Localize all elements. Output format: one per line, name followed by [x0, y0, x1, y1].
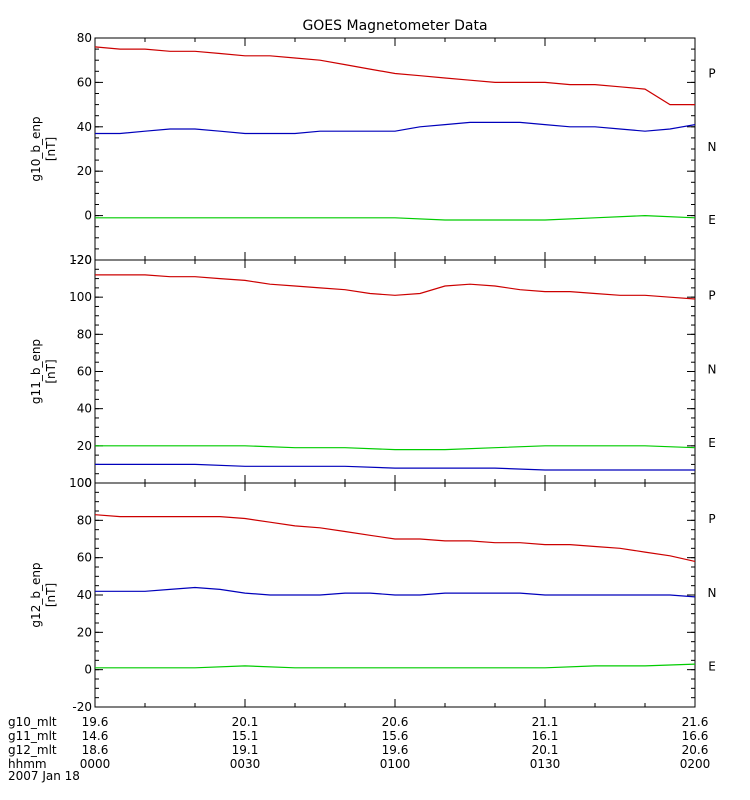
x-tick-label: 18.6	[82, 743, 109, 757]
series-line-e	[95, 463, 695, 471]
x-tick-label: 19.6	[82, 715, 109, 729]
panel-1: 80 60 40 20 0 -20 g10_b_enp [nT] P N E	[29, 31, 716, 267]
x-axis-rows: g10_mlt 19.6 20.1 20.6 21.1 21.6 g11_mlt 14.6 15…	[8, 715, 710, 771]
series-line-e	[95, 121, 696, 135]
x-tick-label: 20.1	[532, 743, 559, 757]
y-tick-label: 20	[77, 625, 92, 639]
y-tick-label: 0	[84, 663, 92, 677]
y-tick-label: 60	[77, 75, 92, 89]
component-label-e: E	[708, 213, 716, 227]
x-tick-label: 20.1	[232, 715, 259, 729]
y-axis-unit: [nT]	[44, 359, 58, 383]
x-tick-label: 0030	[230, 757, 261, 771]
x-tick-label: 15.6	[382, 729, 409, 743]
y-tick-label: 60	[77, 365, 92, 379]
x-tick-label: 20.6	[382, 715, 409, 729]
series-line-p	[94, 514, 696, 562]
y-tick-label: 80	[77, 327, 92, 341]
y-tick-label: -20	[72, 700, 92, 714]
y-tick-label: 60	[77, 551, 92, 565]
series-line-n	[95, 663, 696, 669]
x-tick-label: 16.6	[682, 729, 709, 743]
x-tick-label: 15.1	[232, 729, 259, 743]
y-tick-label: 0	[84, 209, 92, 223]
x-row-label: hhmm	[8, 757, 47, 771]
y-tick-label: 0	[84, 476, 92, 490]
y-tick-label: 40	[77, 402, 92, 416]
component-label-e: E	[708, 660, 716, 674]
y-tick-label: 20	[77, 439, 92, 453]
y-axis-label: g10_b_enp	[29, 116, 43, 181]
series-line-n	[95, 214, 696, 221]
panel-frame	[94, 37, 696, 261]
y-tick-label: -20	[72, 253, 92, 267]
x-tick-label: 14.6	[82, 729, 109, 743]
component-label-n: N	[708, 362, 717, 376]
series-line-p	[94, 46, 695, 106]
x-tick-label: 21.6	[682, 715, 709, 729]
x-row-label: g12_mlt	[8, 743, 57, 757]
x-row-label: g10_mlt	[8, 715, 57, 729]
component-label-e: E	[708, 436, 716, 450]
series-line-e	[95, 586, 696, 598]
y-tick-label: 80	[77, 31, 92, 45]
component-label-n: N	[708, 586, 717, 600]
x-tick-label: 21.1	[532, 715, 559, 729]
x-tick-label: 20.6	[682, 743, 709, 757]
x-tick-label: 0100	[380, 757, 411, 771]
y-tick-label: 120	[69, 253, 92, 267]
component-label-n: N	[708, 140, 717, 154]
y-axis-label: g12_b_enp	[29, 562, 43, 627]
x-tick-label: 0000	[80, 757, 111, 771]
y-tick-label: 100	[69, 290, 92, 304]
series-line-n	[95, 445, 696, 451]
x-tick-label: 19.6	[382, 743, 409, 757]
y-tick-label: 80	[77, 513, 92, 527]
x-tick-label: 19.1	[232, 743, 259, 757]
y-axis-label: g11_b_enp	[29, 339, 43, 404]
series-line-p	[95, 274, 696, 300]
x-tick-label: 0200	[680, 757, 711, 771]
y-tick-label: 40	[77, 588, 92, 602]
date-label: 2007 Jan 18	[8, 769, 80, 783]
component-label-p: P	[708, 289, 715, 303]
y-axis-unit: [nT]	[44, 137, 58, 161]
component-label-p: P	[708, 512, 715, 526]
x-tick-label: 16.1	[532, 729, 559, 743]
chart-title: GOES Magnetometer Data	[302, 18, 487, 34]
x-tick-label: 0130	[530, 757, 561, 771]
panel-3: 100 80 60 40 20 0 -20 g12_b_enp [nT] P N E	[29, 476, 716, 714]
panel-2: 120 100 80 60 40 20 0 g11_b_enp [nT] P N E	[29, 253, 716, 490]
component-label-p: P	[708, 67, 715, 81]
x-row-label: g11_mlt	[8, 729, 57, 743]
y-tick-label: 20	[77, 164, 92, 178]
y-tick-label: 100	[69, 476, 92, 490]
y-tick-label: 40	[77, 120, 92, 134]
y-axis-unit: [nT]	[44, 583, 58, 607]
